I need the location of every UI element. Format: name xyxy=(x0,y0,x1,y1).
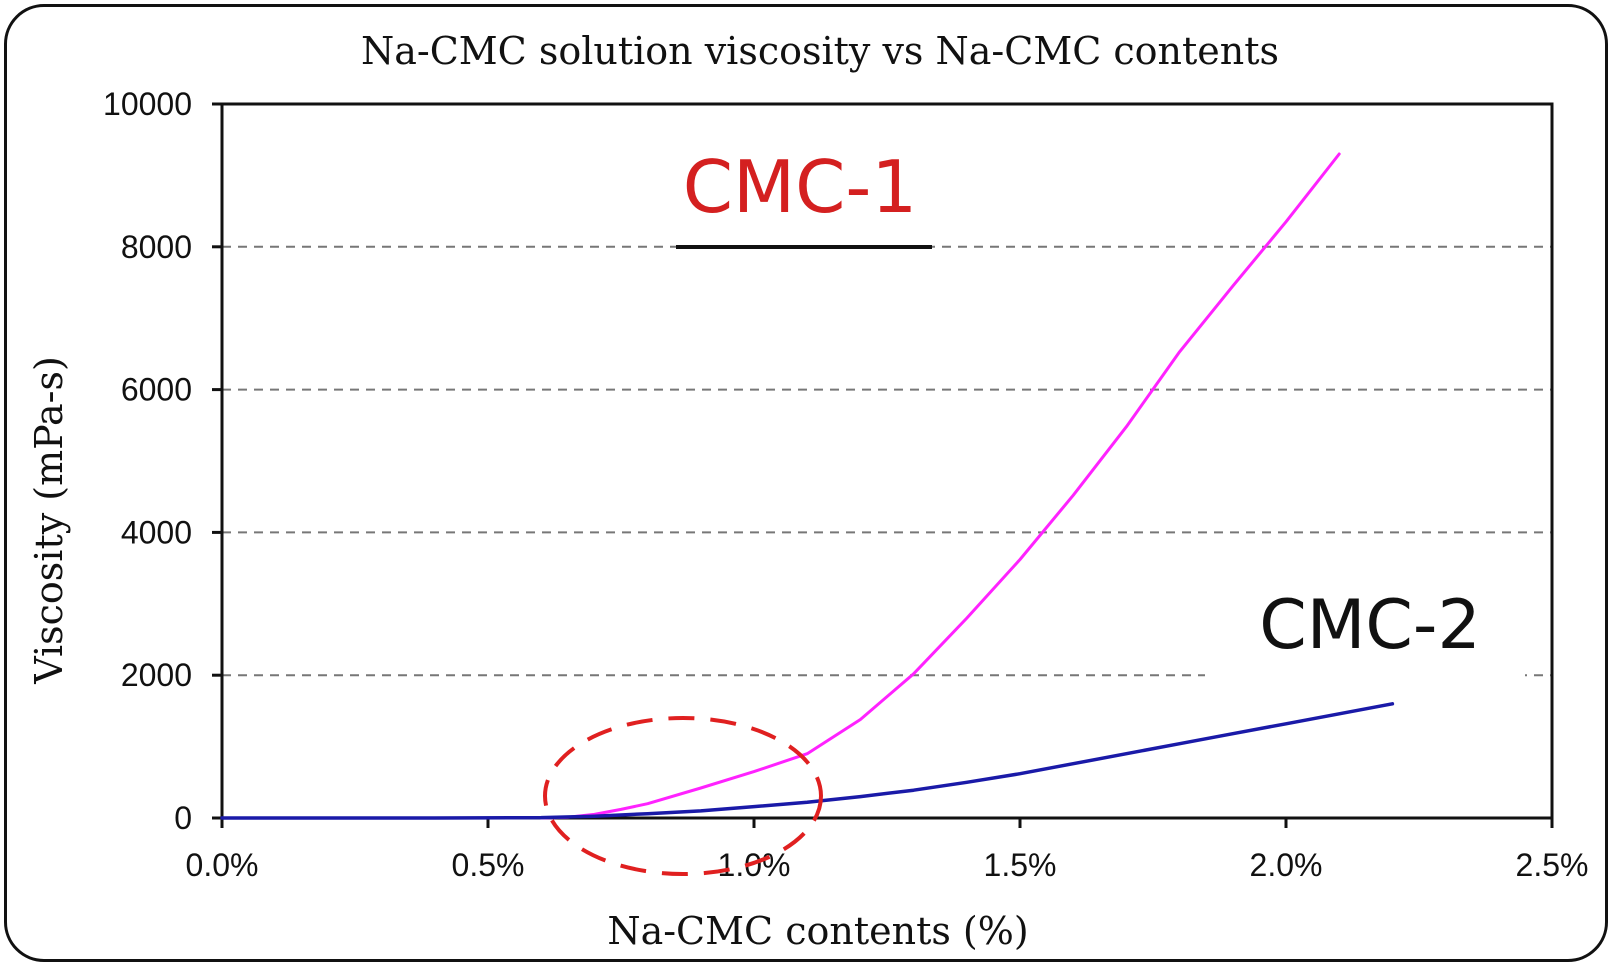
y-axis-label: Viscosity (mPa-s) xyxy=(27,356,71,685)
x-tick-label: 1.0% xyxy=(718,847,791,883)
y-tick-label: 4000 xyxy=(121,514,192,550)
y-axis-ticks: 0 2000 4000 6000 8000 10000 xyxy=(103,86,222,836)
x-axis-label: Na-CMC contents (%) xyxy=(607,909,1028,953)
cmc2-label-backing xyxy=(1205,575,1525,685)
highlight-ellipse xyxy=(543,716,823,876)
x-tick-label: 2.5% xyxy=(1516,847,1589,883)
x-tick-label: 2.0% xyxy=(1250,847,1323,883)
series-line-cmc-2 xyxy=(220,702,1395,820)
y-tick-label: 10000 xyxy=(103,86,192,122)
data-series xyxy=(220,152,1395,820)
plot-area xyxy=(220,102,1554,820)
cmc1-label: CMC-1 xyxy=(683,145,917,229)
y-tick-label: 8000 xyxy=(121,229,192,265)
chart-title: Na-CMC solution viscosity vs Na-CMC cont… xyxy=(361,29,1279,73)
series-line-cmc-1 xyxy=(539,152,1341,820)
y-tick-label: 0 xyxy=(174,800,192,836)
y-tick-label: 2000 xyxy=(121,657,192,693)
cmc2-label: CMC-2 xyxy=(1259,586,1480,665)
x-tick-label: 0.0% xyxy=(186,847,259,883)
x-tick-label: 1.5% xyxy=(984,847,1057,883)
x-tick-label: 0.5% xyxy=(452,847,525,883)
y-tick-label: 6000 xyxy=(121,372,192,408)
x-axis-ticks: 0.0% 0.5% 1.0% 1.5% 2.0% 2.5% xyxy=(186,818,1589,883)
